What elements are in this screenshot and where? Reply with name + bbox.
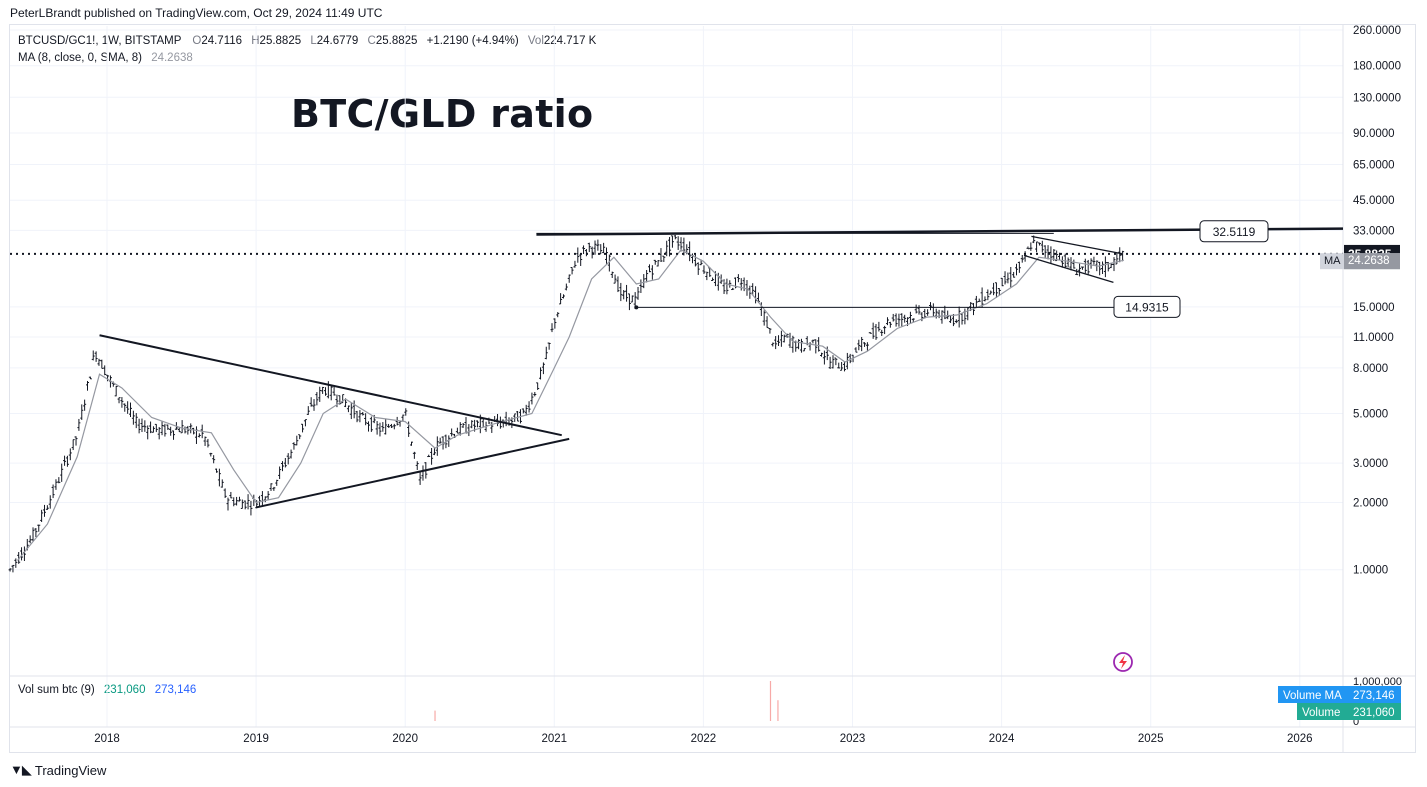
- y-tick-label: 2.0000: [1353, 497, 1388, 509]
- high-value: 25.8825: [259, 35, 302, 47]
- ma-legend: MA (8, close, 0, SMA, 8) 24.2638: [18, 52, 193, 64]
- x-tick-label: 2026: [1287, 733, 1313, 745]
- volume-value: 224.717 K: [543, 35, 597, 47]
- volume-bars: [9, 681, 1124, 721]
- brand-name: TradingView: [34, 762, 107, 778]
- tradingview-branding[interactable]: ▼◣ TradingView: [10, 762, 106, 778]
- ma-tag-value: 24.2638: [1348, 255, 1390, 267]
- ma-indicator-label[interactable]: MA (8, close, 0, SMA, 8): [18, 52, 142, 64]
- resistance-label: 32.5119: [1213, 225, 1256, 239]
- chart-frame: [9, 24, 1416, 753]
- support-line-anchor: [634, 305, 639, 310]
- volume-ma-tag: [1278, 686, 1401, 703]
- y-tick-label: 15.0000: [1353, 302, 1395, 314]
- ma-tag-label: MA: [1324, 255, 1341, 267]
- x-tick-label: 2025: [1138, 733, 1164, 745]
- open-label: O: [192, 35, 202, 47]
- y-tick-label: 90.0000: [1353, 128, 1395, 140]
- close-label: C: [367, 35, 376, 47]
- volume-ma-tag-value: 273,146: [1353, 690, 1395, 702]
- y-tick-label: 8.0000: [1353, 363, 1388, 375]
- volume-axis-tick: 1,000,000: [1353, 676, 1402, 688]
- y-tick-label: 180.0000: [1353, 61, 1401, 73]
- x-tick-label: 2022: [691, 733, 717, 745]
- open-value: 24.7116: [201, 35, 243, 47]
- x-tick-label: 2019: [243, 733, 269, 745]
- high-label: H: [251, 35, 260, 47]
- volume-tag: [1297, 703, 1401, 720]
- y-tick-label: 65.0000: [1353, 160, 1395, 172]
- y-tick-label: 1.0000: [1353, 565, 1388, 577]
- x-tick-label: 2018: [94, 733, 120, 745]
- low-label: L: [310, 35, 317, 47]
- volume-label: Vol: [527, 35, 544, 47]
- y-tick-label: 33.0000: [1353, 225, 1395, 237]
- y-tick-label: 5.0000: [1353, 409, 1388, 421]
- y-tick-label: 45.0000: [1353, 195, 1395, 207]
- volume-axis-tick: 0: [1353, 716, 1359, 728]
- volume-tag-label: Volume: [1302, 707, 1340, 719]
- publish-info: PeterLBrandt published on TradingView.co…: [10, 6, 383, 20]
- flag-upper-trendline: [1031, 235, 1122, 255]
- support-label: 14.9315: [1125, 300, 1169, 314]
- triangle-lower-trendline: [255, 437, 570, 509]
- volume-tag-value: 231,060: [1353, 707, 1395, 719]
- y-tick-label: 11.0000: [1353, 332, 1394, 344]
- volume-indicator-ma-value: 273,146: [154, 684, 197, 696]
- triangle-upper-trendline: [99, 334, 562, 437]
- y-tick-label: 130.0000: [1353, 92, 1401, 104]
- volume-indicator-label[interactable]: Vol sum btc (9): [18, 684, 95, 696]
- symbol-name[interactable]: BTCUSD/GC1!, 1W, BITSTAMP: [18, 35, 182, 47]
- volume-legend: Vol sum btc (9) 231,060 273,146: [18, 684, 196, 696]
- tradingview-logo-icon: ▼◣: [10, 762, 32, 777]
- y-tick-label: 3.0000: [1353, 458, 1388, 470]
- ma-line: [17, 249, 1125, 561]
- x-tick-label: 2024: [989, 733, 1015, 745]
- x-tick-label: 2020: [392, 733, 418, 745]
- close-value: 25.8825: [375, 35, 418, 47]
- flash-icon-bolt: [1119, 655, 1127, 669]
- low-value: 24.6779: [316, 35, 359, 47]
- x-tick-label: 2021: [542, 733, 568, 745]
- y-tick-label: 260.0000: [1353, 25, 1401, 37]
- chart-title: BTC/GLD ratio: [291, 92, 594, 136]
- flag-lower-trendline: [1023, 254, 1114, 284]
- support-label-box: [1113, 295, 1181, 318]
- volume-ma-tag-label: Volume MA: [1283, 690, 1342, 702]
- x-tick-label: 2023: [840, 733, 866, 745]
- price-bars: [8, 234, 1125, 573]
- change-value: +1.2190 (+4.94%): [426, 35, 519, 47]
- flash-icon[interactable]: [1113, 652, 1133, 672]
- volume-indicator-value: 231,060: [103, 684, 146, 696]
- resistance-label-box: [1199, 220, 1269, 243]
- ma-indicator-value: 24.2638: [151, 52, 193, 64]
- ma-tag: [1344, 253, 1400, 270]
- symbol-legend: BTCUSD/GC1!, 1W, BITSTAMP O24.7116 H25.8…: [18, 35, 596, 47]
